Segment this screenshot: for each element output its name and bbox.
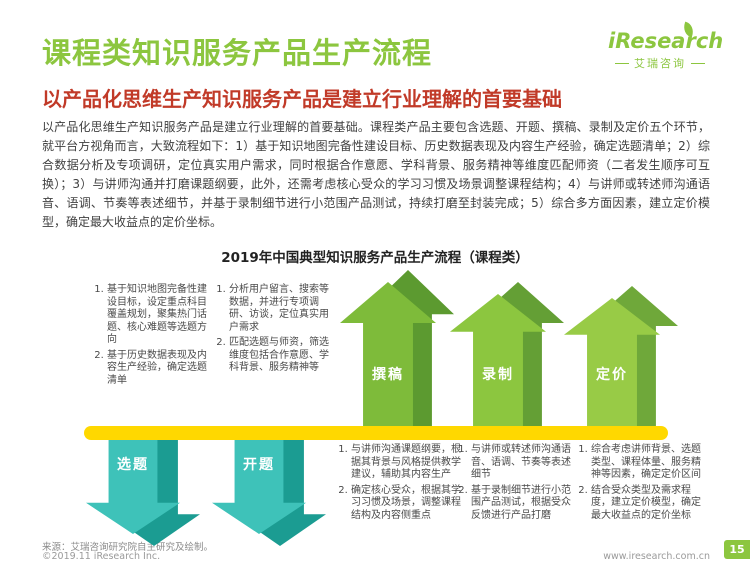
section-heading: 以产品化思维生产知识服务产品是建立行业理解的首要基础 bbox=[42, 87, 562, 111]
source-note: 来源：艾瑞咨询研究院自主研究及绘制。 bbox=[42, 542, 214, 553]
step-item: 与讲师或转述师沟通语音、语调、节奏等表述细节 bbox=[471, 444, 579, 482]
step-item: 综合考虑讲师背景、选题类型、课程体量、服务精神等因素，确定定价区间 bbox=[591, 444, 701, 482]
logo-wordmark: iResearch bbox=[608, 29, 724, 53]
stage-label-drafting: 撰稿 bbox=[372, 367, 404, 383]
intro-paragraph: 以产品化思维生产知识服务产品是建立行业理解的首要基础。课程类产品主要包含选题、开… bbox=[42, 120, 710, 229]
step-item: 基于知识地图完备性建设目标，设定重点科目覆盖规划，聚集热门话题、核心难题等选题方… bbox=[107, 284, 215, 347]
stage-label-pricing: 定价 bbox=[596, 367, 628, 383]
page-number-badge: 15 bbox=[724, 540, 750, 559]
stage-steps-pricing: 综合考虑讲师背景、选题类型、课程体量、服务精神等因素，确定定价区间 结合受众类型… bbox=[576, 444, 701, 525]
page-title: 课程类知识服务产品生产流程 bbox=[42, 36, 433, 70]
step-item: 匹配选题与师资，筛选维度包括合作意愿、学科背景、服务精神等 bbox=[229, 337, 337, 375]
step-item: 与讲师沟通课题纲要，根据其背景与风格提供教学建议，辅助其内容生产 bbox=[351, 444, 461, 482]
stage-steps-recording: 与讲师或转述师沟通语音、语调、节奏等表述细节 基于录制细节进行小范围产品测试，根… bbox=[456, 444, 579, 525]
logo-chinese-name: 艾瑞咨询 bbox=[608, 55, 712, 71]
logo-dash-left-icon bbox=[615, 62, 629, 64]
iresearch-logo: iResearch 艾瑞咨询 bbox=[608, 21, 724, 71]
stage-steps-drafting: 与讲师沟通课题纲要，根据其背景与风格提供教学建议，辅助其内容生产 确定核心受众，… bbox=[336, 444, 461, 525]
stage-label-recording: 录制 bbox=[482, 367, 514, 383]
website-url: www.iresearch.com.cn bbox=[603, 551, 710, 562]
copyright-text: ©2019.11 iResearch Inc. bbox=[42, 551, 161, 562]
diagram-title: 2019年中国典型知识服务产品生产流程（课程类） bbox=[221, 250, 529, 266]
stage-label-proposal: 开题 bbox=[243, 457, 275, 473]
stage-steps-proposal: 分析用户留言、搜索等数据，并进行专项调研、访谈，定位真实用户需求 匹配选题与师资… bbox=[214, 284, 337, 378]
step-item: 基于历史数据表现及内容生产经验，确定选题清单 bbox=[107, 350, 215, 388]
step-item: 基于录制细节进行小范围产品测试，根据受众反馈进行产品打磨 bbox=[471, 485, 579, 523]
logo-dash-right-icon bbox=[691, 62, 705, 64]
logo-cn-text: 艾瑞咨询 bbox=[634, 57, 686, 70]
step-item: 分析用户留言、搜索等数据，并进行专项调研、访谈，定位真实用户需求 bbox=[229, 284, 337, 334]
process-diagram: 选题 基于知识地图完备性建设目标，设定重点科目覆盖规划，聚集热门话题、核心难题等… bbox=[0, 268, 750, 563]
step-item: 结合受众类型及需求程度，建立定价模型，确定最大收益点的定价坐标 bbox=[591, 485, 701, 523]
stage-label-selection: 选题 bbox=[117, 457, 149, 473]
step-item: 确定核心受众，根据其学习习惯及场景，调整课程结构及内容侧重点 bbox=[351, 485, 461, 523]
stage-steps-selection: 基于知识地图完备性建设目标，设定重点科目覆盖规划，聚集热门话题、核心难题等选题方… bbox=[92, 284, 215, 390]
timeline-bar bbox=[84, 426, 668, 440]
